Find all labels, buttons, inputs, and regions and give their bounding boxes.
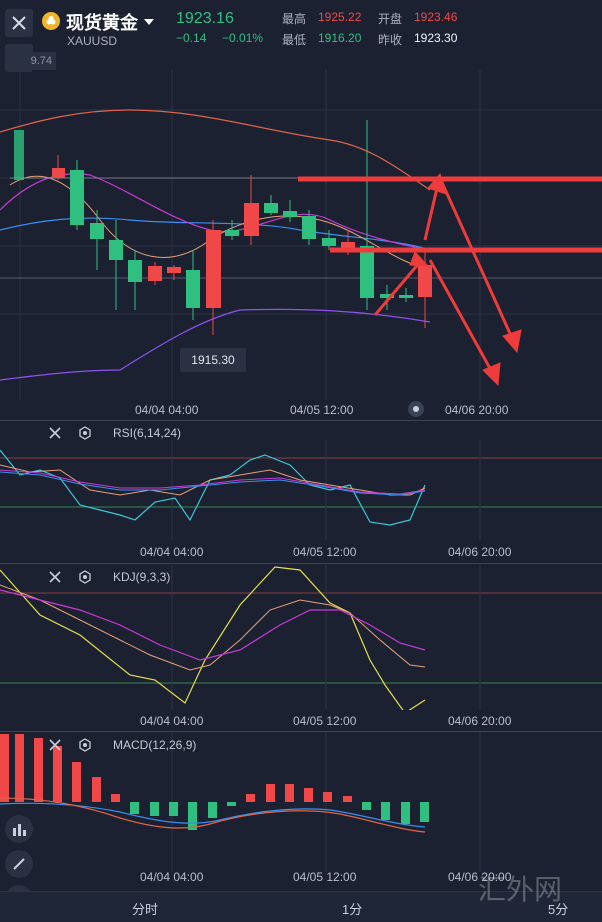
- pencil-icon: [13, 858, 25, 870]
- tab-fenshi[interactable]: 分时: [132, 902, 159, 917]
- chevron-down-icon: [144, 19, 154, 25]
- open-value: 1923.46: [414, 10, 458, 24]
- rsi-chart: [0, 440, 602, 540]
- draw-line-button[interactable]: [5, 850, 33, 878]
- main-x-label-3: 04/06 20:00: [445, 403, 509, 417]
- low-label: 最低: [282, 33, 307, 47]
- close-icon: [12, 16, 26, 30]
- rsi-x-label-1: 04/04 04:00: [140, 545, 204, 559]
- tab-1min[interactable]: 1分: [342, 902, 363, 917]
- high-value: 1925.22: [318, 10, 362, 24]
- macd-chart: [0, 732, 481, 872]
- macd-x-label-2: 04/05 12:00: [293, 870, 357, 884]
- indicator-tool-button[interactable]: [5, 815, 33, 843]
- watermark: 汇外网: [478, 873, 563, 906]
- rsi-x-label-2: 04/05 12:00: [293, 545, 357, 559]
- gold-coin-icon: [42, 12, 60, 30]
- timeframe-tabs: 分时 1分 5分: [0, 891, 602, 922]
- kdj-x-label-2: 04/05 12:00: [293, 714, 357, 728]
- price-change-pct: −0.01%: [222, 31, 264, 45]
- open-label: 开盘: [378, 12, 403, 26]
- price-change: −0.14: [176, 31, 207, 45]
- symbol-code: XAUUSD: [67, 34, 118, 48]
- kdj-x-label-3: 04/06 20:00: [448, 714, 512, 728]
- rsi-title: RSI(6,14,24): [113, 426, 182, 440]
- candles: [14, 120, 432, 335]
- tab-5min[interactable]: 5分: [548, 902, 569, 917]
- macd-title: MACD(12,26,9): [113, 738, 197, 752]
- bar-chart-icon: [13, 824, 26, 836]
- kdj-chart: [0, 565, 602, 710]
- main-x-label-2: 04/05 12:00: [290, 403, 354, 417]
- kdj-settings-icon[interactable]: [78, 570, 92, 589]
- prev-close-value: 1923.30: [414, 31, 458, 45]
- macd-x-label-1: 04/04 04:00: [140, 870, 204, 884]
- macd-x-label-3: 04/06 20:00: [448, 870, 512, 884]
- low-price-marker: 1915.30: [180, 348, 246, 372]
- kdj-x-label-1: 04/04 04:00: [140, 714, 204, 728]
- macd-histogram: [0, 734, 429, 830]
- macd-settings-icon[interactable]: [78, 738, 92, 757]
- last-price: 1923.16: [176, 10, 234, 27]
- macd-close-icon[interactable]: [48, 738, 62, 757]
- prev-close-label: 昨收: [378, 33, 403, 47]
- rsi-settings-icon[interactable]: [78, 426, 92, 445]
- rsi-x-label-3: 04/06 20:00: [448, 545, 512, 559]
- kdj-title: KDJ(9,3,3): [113, 570, 171, 584]
- annotation-arrows: [298, 172, 602, 387]
- close-button[interactable]: [5, 9, 33, 37]
- main-chart[interactable]: [0, 70, 602, 400]
- kdj-close-icon[interactable]: [48, 570, 62, 589]
- instrument-title[interactable]: 现货黄金: [66, 9, 155, 35]
- main-x-label-1: 04/04 04:00: [135, 403, 199, 417]
- low-value: 1916.20: [318, 31, 362, 45]
- instrument-title-text: 现货黄金: [66, 13, 138, 33]
- price-tag: 9.74: [8, 52, 56, 70]
- rsi-close-icon[interactable]: [48, 426, 62, 445]
- crosshair-dot-icon[interactable]: [408, 401, 424, 417]
- high-label: 最高: [282, 12, 307, 26]
